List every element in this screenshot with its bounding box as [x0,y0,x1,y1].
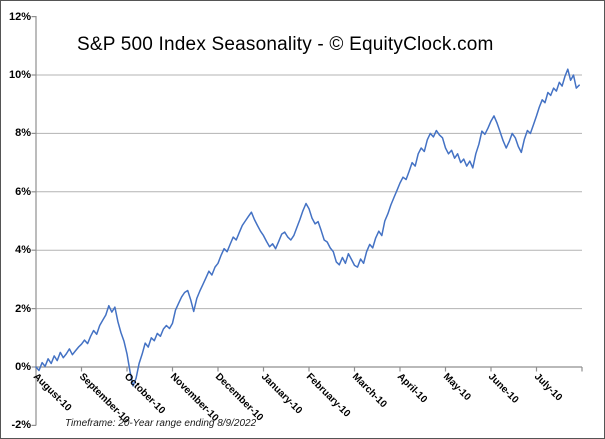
y-axis-label: 4% [15,244,31,257]
y-axis-label: 6% [15,185,31,198]
y-axis-label: 0% [15,361,31,373]
y-axis-label: -2% [11,419,31,432]
y-axis-label: 12% [8,10,31,23]
y-axis-label: 2% [15,302,31,315]
timeframe-footnote: Timeframe: 20-Year range ending 8/9/2022 [65,418,257,429]
seasonality-line [35,68,580,387]
y-axis-label: 10% [8,69,31,81]
chart-title: S&P 500 Index Seasonality - © EquityCloc… [77,34,494,55]
y-axis-label: 8% [15,127,31,140]
